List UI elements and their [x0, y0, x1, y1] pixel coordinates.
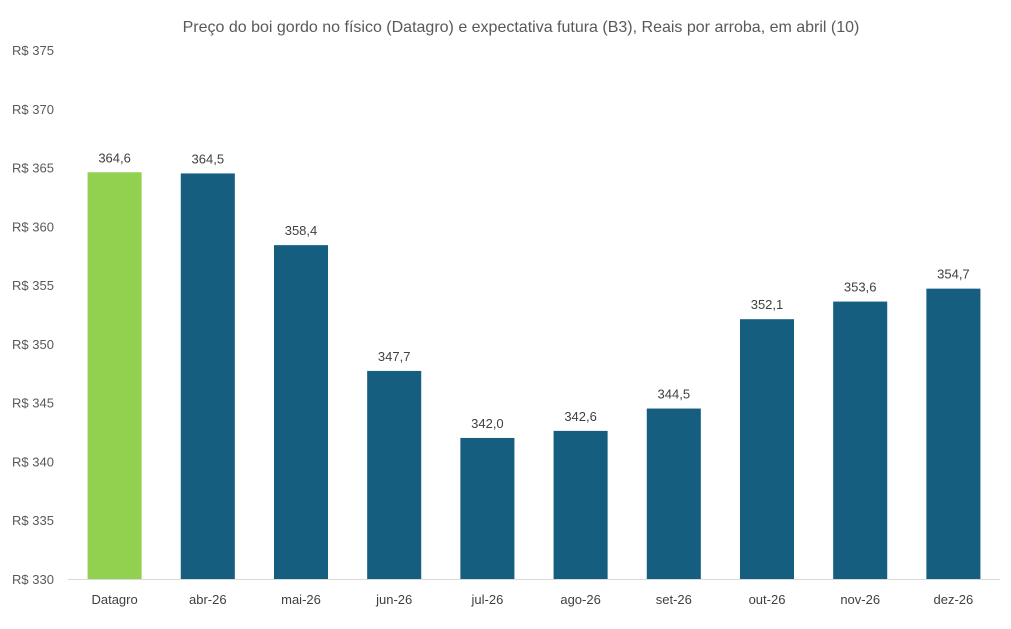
y-tick-label: R$ 375 — [12, 43, 54, 58]
data-label-ago-26: 342,6 — [564, 409, 597, 424]
data-label-set-26: 344,5 — [658, 387, 691, 402]
chart-title: Preço do boi gordo no físico (Datagro) e… — [183, 19, 860, 36]
bar-ago-26 — [553, 430, 608, 579]
data-label-nov-26: 353,6 — [844, 280, 877, 295]
bar-set-26 — [646, 408, 701, 579]
y-tick-label: R$ 330 — [12, 572, 54, 587]
x-tick-label-nov-26: nov-26 — [840, 592, 880, 607]
bar-mai-26 — [273, 245, 329, 580]
bar-out-26 — [739, 319, 795, 579]
data-label-Datagro: 364,6 — [98, 150, 131, 165]
data-label-abr-26: 364,5 — [192, 151, 225, 166]
bar-abr-26 — [180, 173, 235, 579]
y-tick-label: R$ 345 — [12, 396, 54, 411]
y-axis: R$ 330 R$ 335 R$ 340 R$ 345 R$ 350 R$ 355 R$ 3… — [12, 43, 54, 587]
y-tick-label: R$ 370 — [12, 102, 54, 117]
data-label-jun-26: 347,7 — [378, 349, 411, 364]
bar-series — [87, 172, 981, 580]
x-tick-label-mai-26: mai-26 — [281, 592, 321, 607]
x-tick-label-out-26: out-26 — [749, 592, 786, 607]
y-tick-label: R$ 340 — [12, 454, 54, 469]
data-label-dez-26: 354,7 — [937, 267, 970, 282]
y-tick-label: R$ 365 — [12, 161, 54, 176]
data-label-out-26: 352,1 — [751, 297, 784, 312]
bar-jun-26 — [367, 370, 422, 579]
bar-Datagro — [87, 172, 142, 579]
y-tick-label: R$ 360 — [12, 219, 54, 234]
bar-nov-26 — [833, 301, 888, 579]
x-tick-label-abr-26: abr-26 — [189, 592, 227, 607]
x-tick-label-jul-26: jul-26 — [471, 592, 504, 607]
x-axis: Datagro abr-26 mai-26 jun-26 jul-26 ago-26 set… — [68, 579, 1000, 607]
x-tick-label-set-26: set-26 — [656, 592, 692, 607]
data-label-mai-26: 358,4 — [285, 223, 318, 238]
x-tick-label-Datagro: Datagro — [91, 592, 137, 607]
data-labels: 364,6 364,5 358,4 347,7 342,0 342,6 344,5 352,1… — [98, 150, 969, 431]
x-tick-label-ago-26: ago-26 — [560, 592, 600, 607]
bar-jul-26 — [460, 437, 515, 579]
y-tick-label: R$ 350 — [12, 337, 54, 352]
x-tick-label-dez-26: dez-26 — [934, 592, 974, 607]
y-tick-label: R$ 335 — [12, 513, 54, 528]
y-tick-label: R$ 355 — [12, 278, 54, 293]
bar-dez-26 — [926, 288, 981, 579]
x-tick-label-jun-26: jun-26 — [375, 592, 412, 607]
data-label-jul-26: 342,0 — [471, 416, 504, 431]
